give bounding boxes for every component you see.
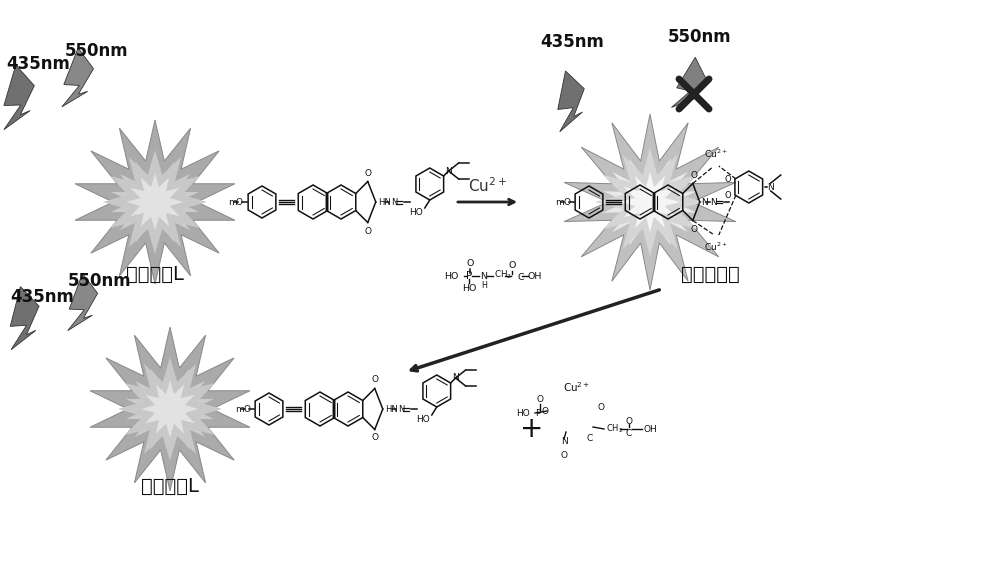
- Polygon shape: [10, 286, 39, 350]
- Polygon shape: [68, 274, 98, 331]
- Text: O: O: [243, 405, 250, 413]
- Text: m: m: [235, 405, 244, 413]
- Text: O: O: [467, 259, 474, 268]
- Text: N: N: [561, 437, 567, 446]
- Polygon shape: [118, 357, 222, 461]
- Text: N: N: [480, 272, 487, 281]
- Text: N: N: [701, 197, 708, 207]
- Text: N: N: [391, 197, 397, 207]
- Text: O: O: [364, 227, 371, 235]
- Text: N: N: [767, 183, 774, 192]
- Text: O: O: [597, 402, 604, 412]
- Text: 550nm: 550nm: [65, 42, 129, 60]
- Text: m: m: [228, 197, 237, 207]
- Polygon shape: [603, 154, 697, 250]
- Polygon shape: [62, 48, 94, 107]
- Text: O: O: [371, 375, 378, 385]
- Text: OH: OH: [528, 272, 542, 281]
- Text: O: O: [236, 197, 243, 207]
- Polygon shape: [671, 57, 706, 107]
- Text: m: m: [555, 197, 564, 207]
- Text: HN: HN: [385, 405, 398, 413]
- Text: Cu$^{2+}$: Cu$^{2+}$: [704, 241, 728, 253]
- Text: O: O: [724, 174, 731, 184]
- Text: HO: HO: [416, 414, 430, 424]
- Text: 550nm: 550nm: [668, 28, 732, 46]
- Text: HO: HO: [462, 284, 476, 293]
- Text: O: O: [563, 197, 570, 207]
- Polygon shape: [126, 173, 184, 231]
- Polygon shape: [141, 381, 199, 437]
- Text: O: O: [724, 191, 731, 200]
- Text: 435nm: 435nm: [10, 288, 74, 306]
- Text: OH: OH: [644, 425, 658, 433]
- Polygon shape: [620, 172, 680, 232]
- Text: O: O: [536, 394, 544, 404]
- Text: N: N: [398, 405, 404, 413]
- Text: HN: HN: [378, 197, 391, 207]
- Text: HO: HO: [516, 409, 530, 417]
- Text: 荧光传感器: 荧光传感器: [681, 265, 739, 284]
- Text: O: O: [690, 224, 697, 234]
- Text: 435nm: 435nm: [6, 55, 70, 73]
- Text: 荧光探针L: 荧光探针L: [126, 265, 184, 284]
- Text: N: N: [445, 166, 452, 176]
- Text: +: +: [520, 415, 544, 443]
- Text: C: C: [587, 434, 593, 443]
- Text: N: N: [710, 197, 717, 207]
- Polygon shape: [558, 71, 584, 132]
- Text: N: N: [452, 374, 459, 382]
- Text: O: O: [371, 433, 378, 443]
- Text: Cu$^{2+}$: Cu$^{2+}$: [468, 177, 508, 195]
- Text: O: O: [690, 170, 697, 180]
- Polygon shape: [75, 120, 235, 284]
- Polygon shape: [564, 114, 736, 290]
- Text: P: P: [466, 271, 472, 281]
- Text: HO: HO: [444, 272, 459, 281]
- Polygon shape: [111, 157, 199, 247]
- Text: Cu$^{2+}$: Cu$^{2+}$: [704, 148, 728, 160]
- Polygon shape: [90, 327, 250, 491]
- Text: C: C: [518, 273, 524, 282]
- Text: O: O: [542, 406, 549, 416]
- Text: HO: HO: [409, 207, 423, 216]
- Text: 荧光探针L: 荧光探针L: [141, 476, 199, 495]
- Text: 550nm: 550nm: [68, 272, 132, 290]
- Text: Cu$^{2+}$: Cu$^{2+}$: [563, 380, 591, 394]
- Text: O: O: [364, 169, 371, 177]
- Polygon shape: [103, 150, 207, 254]
- Text: O: O: [509, 261, 516, 270]
- Text: O: O: [626, 417, 633, 425]
- Text: CH$_2$: CH$_2$: [494, 269, 512, 281]
- Polygon shape: [126, 364, 214, 454]
- Text: O: O: [560, 451, 568, 460]
- Text: H: H: [481, 281, 487, 290]
- Polygon shape: [4, 65, 34, 130]
- Text: P: P: [535, 409, 540, 417]
- Text: C: C: [626, 429, 632, 438]
- Polygon shape: [595, 147, 705, 257]
- Text: 435nm: 435nm: [540, 33, 604, 51]
- Text: CH$_2$: CH$_2$: [606, 422, 623, 435]
